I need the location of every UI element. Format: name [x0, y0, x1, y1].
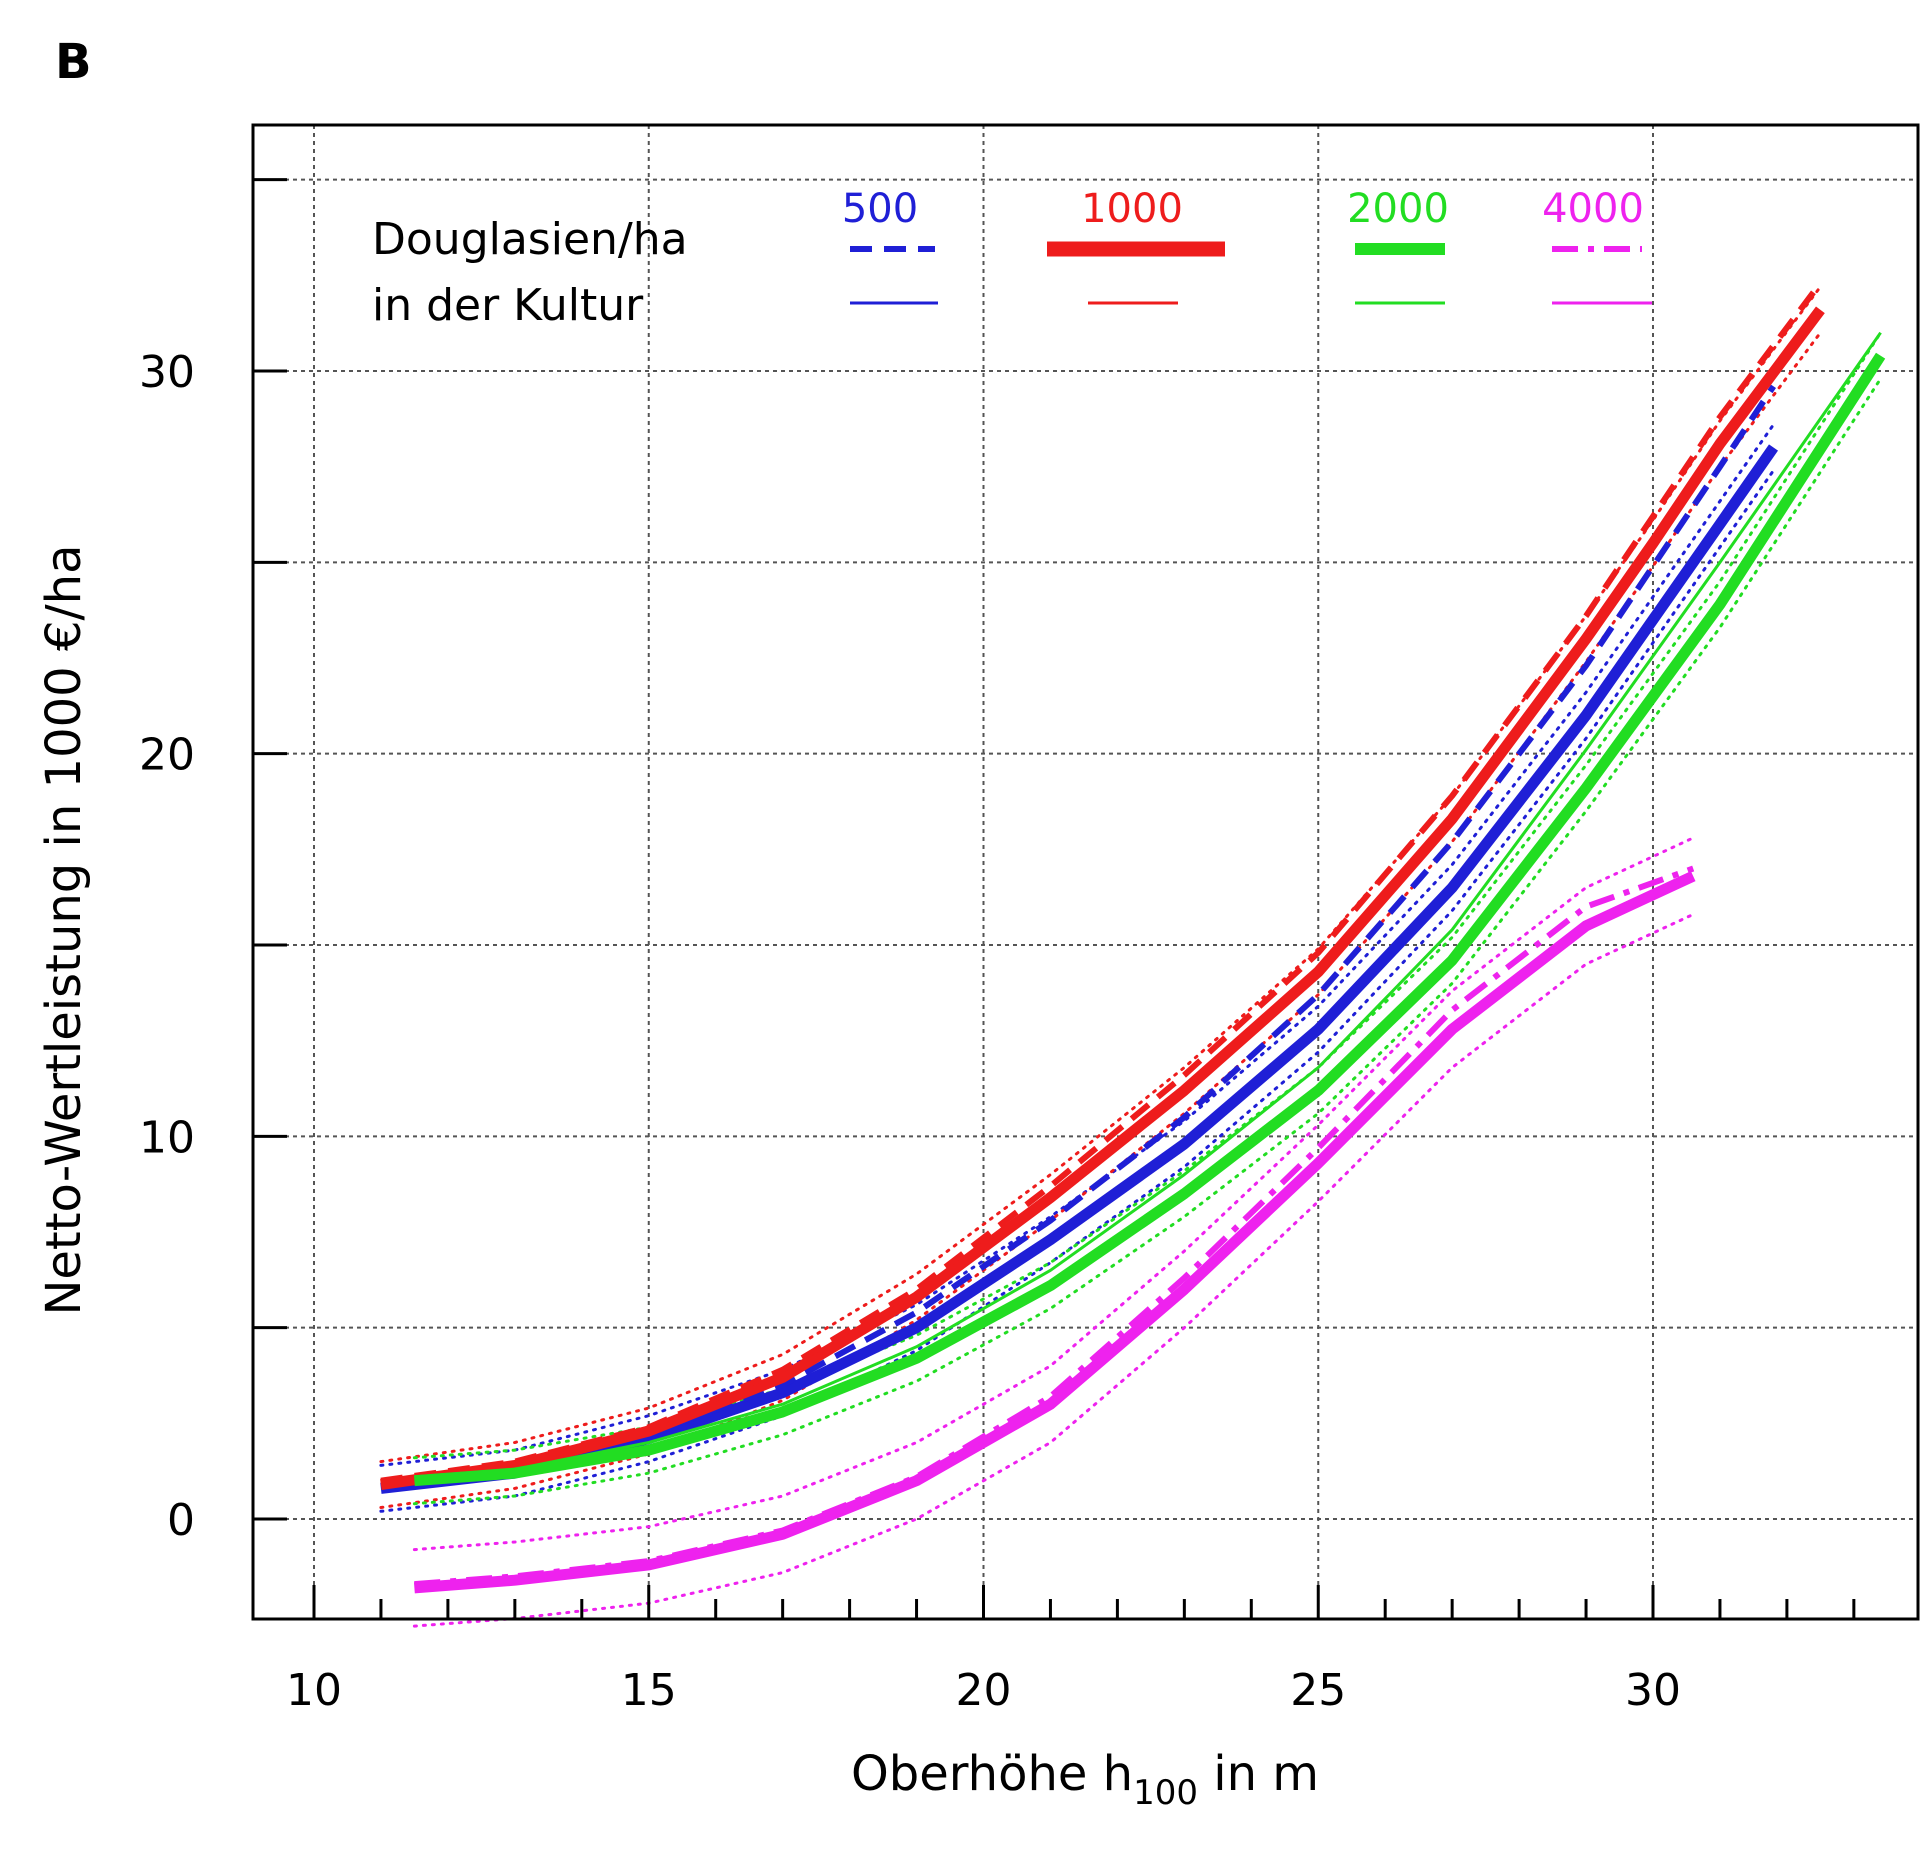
series-line-2000-thin: [414, 331, 1882, 1479]
series-line-1000-dashed: [380, 281, 1823, 1484]
panel-label: B: [55, 34, 92, 90]
legend-label-4000: 4000: [1542, 186, 1644, 232]
x-tick-label: 15: [621, 1665, 677, 1716]
legend-label-1000: 1000: [1081, 186, 1183, 232]
x-axis-title-unit: in m: [1198, 1746, 1319, 1802]
confidence-band-2000: [412, 377, 1883, 1506]
y-tick-label: 0: [167, 1495, 195, 1546]
series-line-2000-solid-thick: [413, 352, 1886, 1487]
grid-layer: [253, 125, 1918, 1619]
confidence-band-4000: [412, 912, 1695, 1628]
series-line-4000-dashdot: [414, 865, 1695, 1588]
confidence-band-1000: [379, 285, 1822, 1464]
confidence-band-500: [379, 423, 1775, 1467]
series-layer: [380, 281, 1886, 1594]
series-line-500-solid-thick: [380, 444, 1779, 1494]
series-line-500-dashed: [380, 384, 1776, 1488]
legend-label-2000: 2000: [1347, 186, 1449, 232]
x-axis-title: Oberhöhe h100 in m: [851, 1746, 1319, 1813]
series-line-1000-solid-thick: [380, 306, 1825, 1491]
x-tick-label: 30: [1625, 1665, 1681, 1716]
legend: Douglasien/ha in der Kultur 500 1000 2000 4…: [372, 186, 1652, 331]
legend-label-500: 500: [842, 186, 918, 232]
y-axis-title: Netto-Wertleistung in 1000 €/ha: [36, 544, 92, 1315]
x-tick-label: 25: [1290, 1665, 1346, 1716]
legend-entries: 500 1000 2000 4000: [842, 186, 1652, 305]
legend-title-line2: in der Kultur: [372, 280, 644, 331]
x-axis-title-subscript: 100: [1133, 1773, 1198, 1813]
confidence-band-4000: [412, 836, 1695, 1552]
x-axis-title-main: Oberhöhe h: [851, 1746, 1133, 1802]
plot-frame: [251, 123, 1920, 1621]
x-tick-label: 20: [956, 1665, 1012, 1716]
confidence-band-500: [379, 469, 1775, 1513]
y-tick-label: 10: [139, 1112, 195, 1163]
confidence-band-layer: [379, 285, 1883, 1628]
tick-layer: 10 15 20 25 30 0 10 20 30: [139, 178, 1856, 1716]
x-tick-label: 10: [286, 1665, 342, 1716]
y-tick-label: 20: [139, 730, 195, 781]
legend-title-line1: Douglasien/ha: [372, 214, 688, 265]
series-line-4000-solid-thick: [413, 871, 1696, 1594]
y-tick-label: 30: [139, 347, 195, 398]
